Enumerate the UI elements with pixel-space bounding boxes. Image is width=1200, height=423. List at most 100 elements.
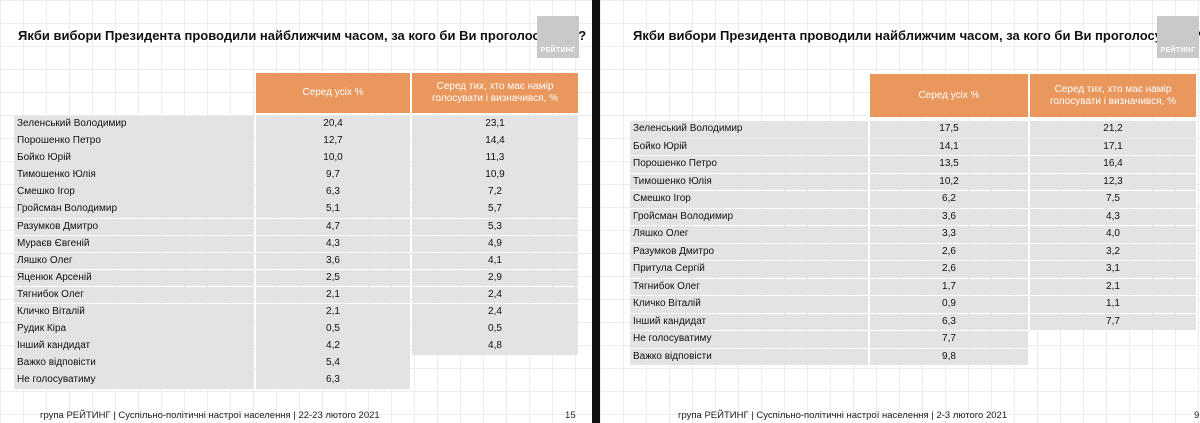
value-all: 5,1 bbox=[256, 201, 410, 218]
candidate-name: Не голосуватиму bbox=[14, 372, 254, 389]
value-all: 3,3 bbox=[870, 226, 1028, 243]
value-decided: 14,4 bbox=[412, 133, 578, 150]
value-all: 9,8 bbox=[870, 348, 1028, 365]
candidate-name: Кличко Віталій bbox=[630, 296, 868, 313]
rating-logo: РЕЙТИНГ bbox=[1157, 16, 1199, 58]
value-all: 5,4 bbox=[256, 355, 410, 372]
candidate-name: Тягнибок Олег bbox=[630, 278, 868, 295]
value-all: 1,7 bbox=[870, 278, 1028, 295]
logo-text: РЕЙТИНГ bbox=[540, 47, 576, 54]
value-all: 4,2 bbox=[256, 338, 410, 355]
slide-right: Якби вибори Президента проводили найближ… bbox=[600, 0, 1200, 423]
value-decided bbox=[412, 372, 578, 389]
candidate-name: Тимошенко Юлія bbox=[14, 167, 254, 184]
candidate-name: Порошенко Петро bbox=[14, 133, 254, 150]
page-number: 15 bbox=[565, 410, 576, 421]
value-all: 4,7 bbox=[256, 218, 410, 236]
col-header-all: Серед усіх % bbox=[256, 73, 410, 113]
value-all: 6,3 bbox=[256, 184, 410, 201]
candidate-name: Мураєв Євгеній bbox=[14, 235, 254, 253]
value-all: 2,1 bbox=[256, 286, 410, 304]
candidate-name: Гройсман Володимир bbox=[630, 208, 868, 225]
candidate-name: Смешко Ігор bbox=[14, 184, 254, 201]
value-all: 2,6 bbox=[870, 261, 1028, 278]
value-decided bbox=[1030, 331, 1196, 348]
value-decided: 5,7 bbox=[412, 201, 578, 218]
value-all: 2,5 bbox=[256, 269, 410, 287]
footer-text: група РЕЙТИНГ | Суспільно-політичні наст… bbox=[40, 410, 380, 421]
value-decided: 1,1 bbox=[1030, 296, 1196, 313]
value-all: 10,2 bbox=[870, 173, 1028, 190]
value-decided: 4,8 bbox=[412, 338, 578, 355]
value-decided: 2,1 bbox=[1030, 278, 1196, 295]
candidate-name: Гройсман Володимир bbox=[14, 201, 254, 218]
value-decided: 2,4 bbox=[412, 304, 578, 321]
value-decided: 4,0 bbox=[1030, 226, 1196, 243]
value-all: 0,5 bbox=[256, 321, 410, 338]
value-decided: 23,1 bbox=[412, 116, 578, 133]
candidate-name: Порошенко Петро bbox=[630, 156, 868, 173]
value-all: 10,0 bbox=[256, 150, 410, 167]
value-decided: 4,3 bbox=[1030, 208, 1196, 225]
value-decided: 2,4 bbox=[412, 286, 578, 304]
candidate-name: Бойко Юрій bbox=[630, 138, 868, 155]
logo-text: РЕЙТИНГ bbox=[1160, 47, 1196, 54]
value-all: 6,3 bbox=[256, 372, 410, 389]
value-decided: 7,7 bbox=[1030, 313, 1196, 330]
value-all: 4,3 bbox=[256, 235, 410, 253]
value-decided: 0,5 bbox=[412, 321, 578, 338]
footer-text: група РЕЙТИНГ | Суспільно-політичні наст… bbox=[678, 410, 1008, 421]
value-all: 6,2 bbox=[870, 191, 1028, 208]
value-decided: 11,3 bbox=[412, 150, 578, 167]
value-decided: 3,2 bbox=[1030, 243, 1196, 260]
value-all: 2,1 bbox=[256, 304, 410, 321]
candidate-name: Разумков Дмитро bbox=[630, 243, 868, 260]
candidate-name: Інший кандидат bbox=[14, 338, 254, 355]
candidate-name: Бойко Юрій bbox=[14, 150, 254, 167]
candidate-name: Тягнибок Олег bbox=[14, 286, 254, 304]
candidate-name: Ляшко Олег bbox=[14, 252, 254, 270]
candidate-name: Тимошенко Юлія bbox=[630, 173, 868, 190]
candidate-name: Кличко Віталій bbox=[14, 304, 254, 321]
value-all: 3,6 bbox=[256, 252, 410, 270]
slide-title: Якби вибори Президента проводили найближ… bbox=[633, 28, 1200, 43]
page-number: 9 bbox=[1194, 410, 1200, 421]
value-all: 20,4 bbox=[256, 116, 410, 133]
value-decided: 21,2 bbox=[1030, 121, 1196, 138]
value-all: 14,1 bbox=[870, 138, 1028, 155]
col-header-decided: Серед тих, хто має намір голосувати і ви… bbox=[1030, 74, 1196, 117]
rating-logo: РЕЙТИНГ bbox=[537, 16, 579, 58]
value-all: 17,5 bbox=[870, 121, 1028, 138]
slide-title: Якби вибори Президента проводили найближ… bbox=[18, 28, 587, 43]
value-decided: 10,9 bbox=[412, 167, 578, 184]
value-decided: 7,5 bbox=[1030, 191, 1196, 208]
value-decided: 16,4 bbox=[1030, 156, 1196, 173]
value-all: 0,9 bbox=[870, 296, 1028, 313]
value-all: 3,6 bbox=[870, 208, 1028, 225]
value-all: 13,5 bbox=[870, 156, 1028, 173]
value-decided: 3,1 bbox=[1030, 261, 1196, 278]
value-all: 6,3 bbox=[870, 313, 1028, 330]
value-all: 9,7 bbox=[256, 167, 410, 184]
candidate-name: Важко відповісти bbox=[630, 348, 868, 365]
value-decided: 4,9 bbox=[412, 235, 578, 253]
candidate-name: Притула Сергій bbox=[630, 261, 868, 278]
value-decided: 12,3 bbox=[1030, 173, 1196, 190]
candidate-name: Зеленський Володимир bbox=[14, 116, 254, 133]
value-all: 2,6 bbox=[870, 243, 1028, 260]
value-decided: 7,2 bbox=[412, 184, 578, 201]
value-decided: 5,3 bbox=[412, 218, 578, 236]
candidate-name: Разумков Дмитро bbox=[14, 218, 254, 236]
candidate-name: Смешко Ігор bbox=[630, 191, 868, 208]
candidate-name: Важко відповісти bbox=[14, 355, 254, 372]
value-decided bbox=[1030, 349, 1196, 366]
candidate-name: Рудик Кіра bbox=[14, 321, 254, 338]
candidate-name: Яценюк Арсеній bbox=[14, 269, 254, 287]
candidate-name: Зеленський Володимир bbox=[630, 121, 868, 138]
value-all: 7,7 bbox=[870, 331, 1028, 348]
candidate-name: Інший кандидат bbox=[630, 313, 868, 330]
candidate-name: Не голосуватиму bbox=[630, 331, 868, 348]
value-all: 12,7 bbox=[256, 133, 410, 150]
slide-left: Якби вибори Президента проводили найближ… bbox=[0, 0, 592, 423]
value-decided bbox=[412, 355, 578, 372]
